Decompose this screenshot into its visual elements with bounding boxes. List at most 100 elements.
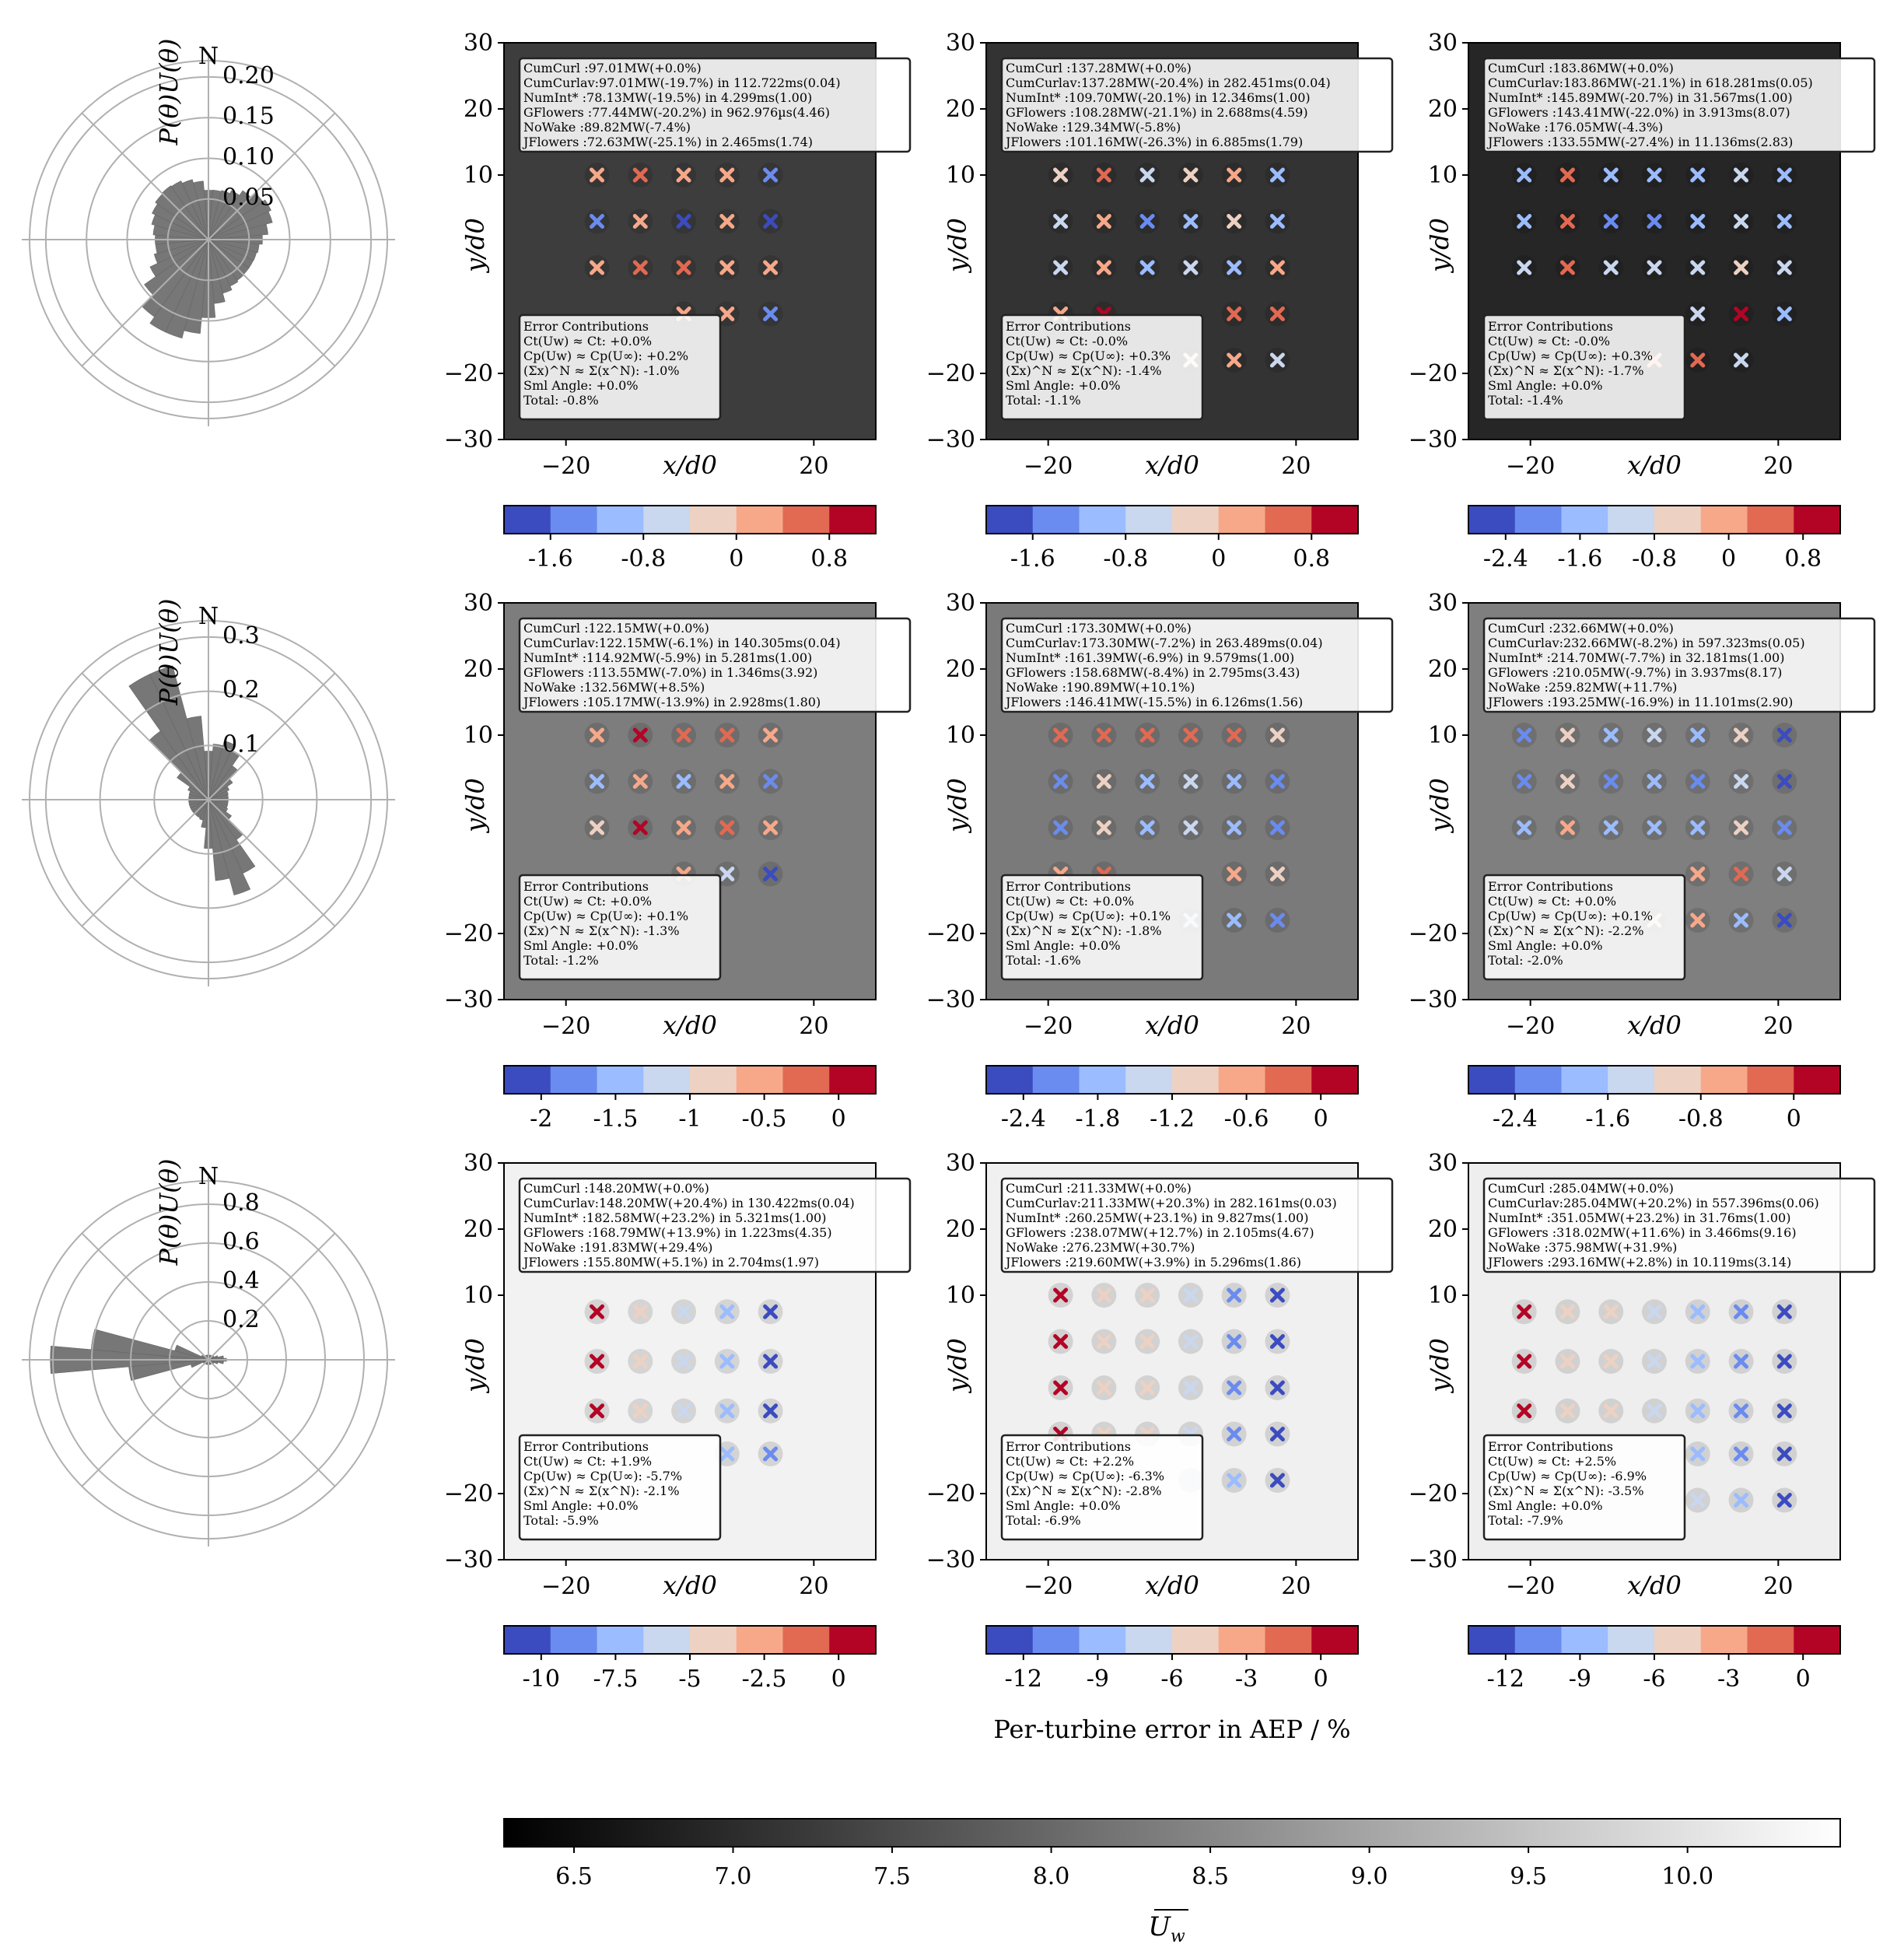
turbine-marker xyxy=(676,214,691,229)
polar-spoke xyxy=(208,799,336,927)
polar-radial-tick: 0.6 xyxy=(222,1228,260,1256)
axes-frame xyxy=(1468,1162,1841,1560)
turbine-marker xyxy=(1690,1403,1706,1419)
colorbar-tick-label: -1.6 xyxy=(528,545,573,573)
turbine-marker xyxy=(590,260,604,275)
turbine-marker xyxy=(1269,1380,1285,1396)
turbine-marker xyxy=(632,167,648,183)
turbine-marker xyxy=(1690,820,1706,835)
turbine-marker xyxy=(1096,1380,1111,1396)
x-tick-label: 20 xyxy=(799,453,828,480)
colorbar-tick-label: 0 xyxy=(1787,1105,1801,1133)
results-box-frame xyxy=(518,617,912,713)
axes-frame xyxy=(503,42,877,440)
turbine-marker xyxy=(632,1403,648,1419)
turbine-marker xyxy=(1227,774,1242,789)
error-line: (Σx)^N ≈ Σ(x^N): -1.3% xyxy=(523,923,680,938)
error-line: Error Contributions xyxy=(1488,319,1613,334)
error-colorbar: -12 -9 -6 -3 0 xyxy=(1468,1625,1841,1693)
results-line: NumInt* :182.58MW(+23.2%) in 5.321ms(1.0… xyxy=(523,1210,826,1225)
colorbar-tick-label: -0.6 xyxy=(1224,1105,1269,1133)
wind-colorbar-tick-label: 10.0 xyxy=(1661,1863,1713,1890)
colorbar-tick-label: -2.4 xyxy=(1001,1105,1046,1133)
results-line: GFlowers :238.07MW(+12.7%) in 2.105ms(4.… xyxy=(1006,1225,1314,1240)
colorbar-tick-label: 0 xyxy=(831,1105,846,1133)
y-tick-label: −20 xyxy=(1409,1480,1458,1508)
polar-north-label: N xyxy=(198,1163,219,1190)
turbine-marker xyxy=(763,1304,779,1319)
y-tick-label: 30 xyxy=(946,1150,975,1177)
y-axis-label: y/d0 xyxy=(1425,778,1454,834)
polar-spoke xyxy=(81,1232,209,1361)
turbine-marker xyxy=(1603,774,1619,789)
turbine-marker xyxy=(1603,167,1619,183)
results-line: JFlowers :101.16MW(-26.3%) in 6.885ms(1.… xyxy=(1004,135,1303,149)
colorbar-segment xyxy=(597,1066,644,1094)
results-line: NoWake :176.05MW(-4.3%) xyxy=(1488,120,1663,135)
colorbar-tick-label: -0.5 xyxy=(742,1105,787,1133)
colorbar-segment xyxy=(1654,506,1702,534)
error-line: (Σx)^N ≈ Σ(x^N): -3.5% xyxy=(1488,1483,1644,1498)
y-tick-label: 10 xyxy=(946,1282,975,1309)
y-tick-label: −20 xyxy=(926,920,975,947)
panel-r1-c1: 30 20 10 −20 −30 −20 20 x/d0 y/d0 CumCurl :173.30… xyxy=(926,590,1394,1133)
turbine-marker xyxy=(1517,1304,1532,1319)
x-axis-label: x/d0 xyxy=(1145,1011,1199,1040)
error-colorbar: -2.4 -1.6 -0.8 0 xyxy=(1468,1065,1841,1133)
polar-north-label: N xyxy=(198,43,219,70)
colorbar-segment xyxy=(986,506,1034,534)
results-line: NoWake :129.34MW(-5.8%) xyxy=(1006,120,1181,135)
colorbar-segment xyxy=(1608,1066,1655,1094)
error-line: Cp(Uw) ≈ Cp(U∞): +0.2% xyxy=(523,349,688,363)
turbine-marker xyxy=(1183,1287,1199,1303)
turbine-marker xyxy=(1183,774,1199,789)
axes-frame xyxy=(1468,42,1841,440)
y-tick-label: −20 xyxy=(444,920,493,947)
turbine-marker xyxy=(1647,1354,1662,1369)
turbine-marker xyxy=(1603,260,1619,275)
turbine-marker xyxy=(1690,352,1706,368)
y-tick-label: −30 xyxy=(444,1546,493,1574)
turbine-marker xyxy=(1139,260,1155,275)
colorbar-segment xyxy=(1561,1066,1608,1094)
error-box-frame xyxy=(1000,313,1204,421)
turbine-marker xyxy=(632,727,648,743)
turbine-marker xyxy=(763,820,779,835)
results-line: JFlowers :193.25MW(-16.9%) in 11.101ms(2… xyxy=(1486,695,1793,709)
turbine-marker xyxy=(1183,214,1199,229)
error-line: Total: -0.8% xyxy=(523,393,599,408)
results-box-frame xyxy=(1000,1177,1394,1273)
turbine-marker xyxy=(1776,260,1792,275)
turbine-marker xyxy=(763,260,779,275)
x-tick-label: −20 xyxy=(1024,1013,1073,1040)
results-line: CumCurl :211.33MW(+0.0%) xyxy=(1006,1181,1192,1196)
y-tick-label: 20 xyxy=(464,656,493,683)
error-colorbar: -10 -7.5 -5 -2.5 0 xyxy=(503,1625,877,1693)
turbine-marker xyxy=(763,774,779,789)
turbine-marker xyxy=(1517,167,1532,183)
error-box-frame xyxy=(518,313,722,421)
error-line: Cp(Uw) ≈ Cp(U∞): +0.1% xyxy=(1488,909,1653,923)
results-line: GFlowers :158.68MW(-8.4%) in 2.795ms(3.4… xyxy=(1006,665,1300,680)
polar-radial-tick: 0.4 xyxy=(222,1267,260,1294)
results-line: JFlowers :219.60MW(+3.9%) in 5.296ms(1.8… xyxy=(1004,1255,1301,1270)
axes-frame xyxy=(503,602,877,1000)
turbine-marker xyxy=(1690,1446,1706,1462)
x-tick-label: −20 xyxy=(1506,1013,1555,1040)
x-axis-label: x/d0 xyxy=(663,1011,717,1040)
y-axis-label: y/d0 xyxy=(460,218,490,274)
y-tick-label: −20 xyxy=(1409,360,1458,387)
turbine-marker xyxy=(1734,774,1749,789)
polar-spoke xyxy=(208,1232,336,1361)
colorbar-tick-label: -12 xyxy=(1487,1666,1524,1693)
error-line: Cp(Uw) ≈ Cp(U∞): -6.9% xyxy=(1488,1469,1647,1483)
turbine-marker xyxy=(1647,1304,1662,1319)
colorbar-segment xyxy=(1218,1066,1265,1094)
results-line: NumInt* :109.70MW(-20.1%) in 12.346ms(1.… xyxy=(1006,90,1311,105)
results-line: NumInt* :161.39MW(-6.9%) in 9.579ms(1.00… xyxy=(1006,650,1294,665)
colorbar-segment xyxy=(829,1066,877,1094)
polar-ylabel: P(θ)U(θ) xyxy=(154,39,184,146)
turbine-marker xyxy=(676,774,691,789)
turbine-marker xyxy=(1053,1334,1069,1349)
